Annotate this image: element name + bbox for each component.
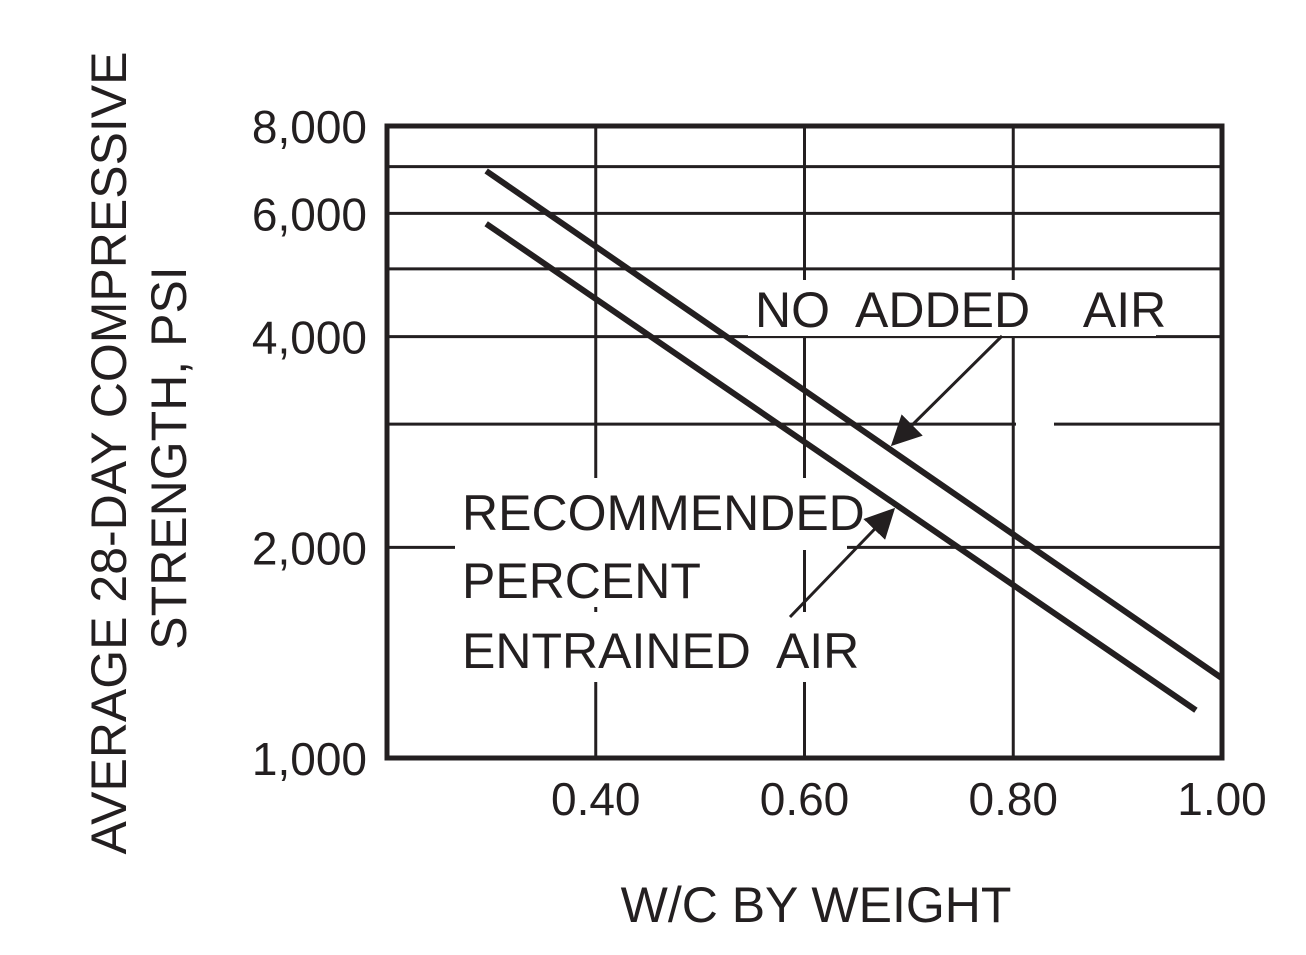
grid-lines <box>387 126 1222 758</box>
label-no-added-air: NO ADDED AIR <box>755 282 1166 338</box>
x-tick-label: 0.80 <box>968 773 1058 825</box>
y-tick-label: 1,000 <box>252 733 367 785</box>
y-tick-label: 6,000 <box>252 188 367 240</box>
label-entrained-line2: PERCENT <box>462 553 701 609</box>
x-tick-label: 0.40 <box>551 773 641 825</box>
series-lines <box>484 168 1224 713</box>
y-axis-label-line1: AVERAGE 28-DAY COMPRESSIVE <box>81 51 137 854</box>
x-axis-label: W/C BY WEIGHT <box>621 877 1012 933</box>
x-tick-labels: 0.40 0.60 0.80 1.00 <box>551 773 1267 825</box>
y-tick-label: 8,000 <box>252 101 367 153</box>
x-tick-label: 0.60 <box>760 773 850 825</box>
arrow-no-added-air <box>890 334 1004 447</box>
series-line-2 <box>484 221 1198 713</box>
y-tick-label: 2,000 <box>252 522 367 574</box>
label-entrained-line3: ENTRAINED AIR <box>462 623 859 679</box>
plot-frame <box>384 123 1225 761</box>
y-tick-labels: 1,000 2,000 4,000 6,000 8,000 <box>252 101 367 785</box>
label-masks <box>455 280 1156 682</box>
x-tick-label: 1.00 <box>1177 773 1267 825</box>
y-tick-label: 4,000 <box>252 312 367 364</box>
label-entrained-line1: RECOMMENDED <box>462 485 865 541</box>
y-axis-label-line2: STRENGTH, PSI <box>141 266 197 649</box>
series-line-1 <box>484 168 1224 681</box>
arrow-entrained-air <box>788 507 896 619</box>
